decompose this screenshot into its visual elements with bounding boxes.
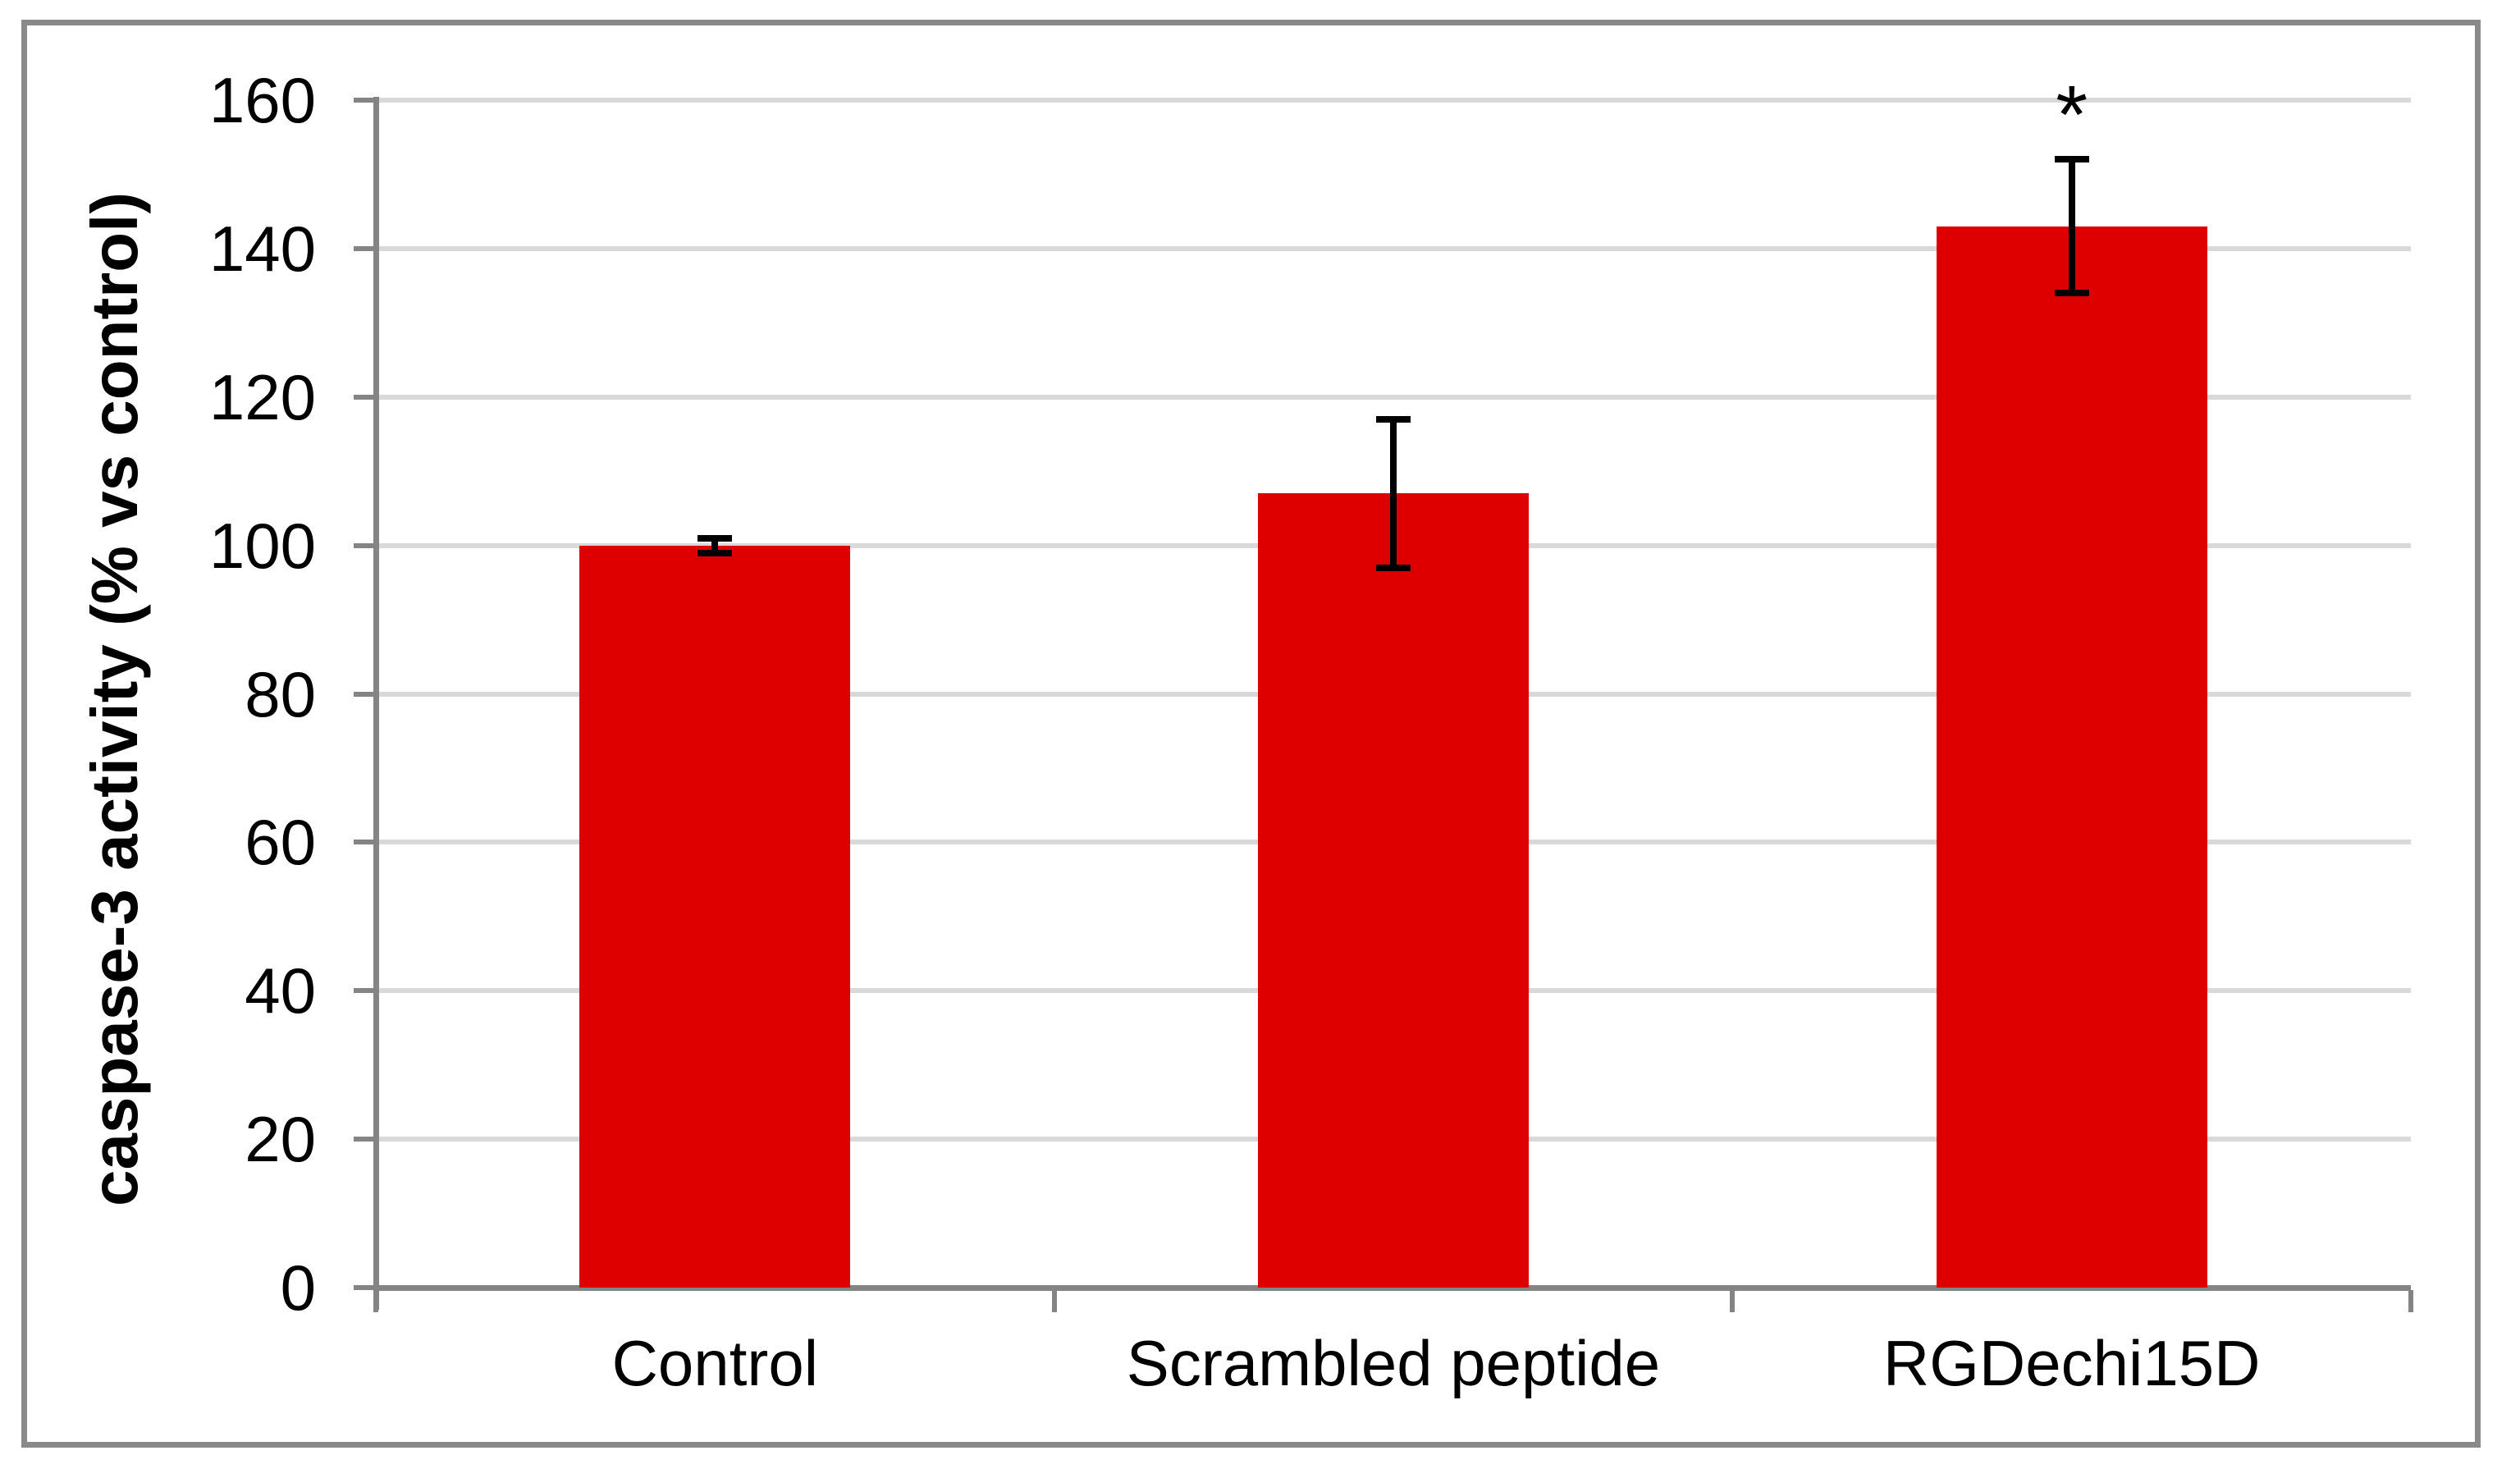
y-tick-40 bbox=[354, 988, 376, 994]
gridline-160 bbox=[376, 98, 2411, 103]
significance-asterisk-2: * bbox=[2056, 69, 2088, 161]
y-tick-0 bbox=[354, 1285, 376, 1290]
error-cap-bottom-0 bbox=[697, 549, 733, 556]
x-category-label-2: RGDechi15D bbox=[1882, 1327, 2261, 1399]
error-cap-bottom-1 bbox=[1376, 564, 1411, 571]
y-tick-160 bbox=[354, 98, 376, 103]
error-cap-top-1 bbox=[1376, 415, 1411, 423]
x-axis-line bbox=[376, 1285, 2411, 1291]
y-tick-20 bbox=[354, 1137, 376, 1142]
y-tick-80 bbox=[354, 691, 376, 697]
gridline-120 bbox=[376, 394, 2411, 400]
y-tick-label-140: 140 bbox=[208, 212, 316, 285]
y-tick-label-0: 0 bbox=[280, 1251, 316, 1324]
y-tick-label-80: 80 bbox=[245, 657, 316, 730]
y-tick-label-60: 60 bbox=[245, 806, 316, 879]
bar-scrambled-peptide bbox=[1258, 493, 1529, 1288]
x-category-label-1: Scrambled peptide bbox=[1126, 1327, 1661, 1399]
y-tick-140 bbox=[354, 245, 376, 251]
y-tick-label-120: 120 bbox=[208, 360, 316, 433]
bar-control bbox=[579, 545, 851, 1288]
error-whisker-0 bbox=[711, 538, 719, 553]
error-cap-top-2 bbox=[2054, 156, 2089, 163]
y-tick-100 bbox=[354, 542, 376, 548]
y-axis-line bbox=[373, 97, 379, 1310]
y-tick-label-100: 100 bbox=[208, 509, 316, 582]
bar-rgdechi15d bbox=[1936, 226, 2207, 1288]
y-tick-label-160: 160 bbox=[208, 64, 316, 136]
error-whisker-1 bbox=[1390, 419, 1397, 568]
x-tick-2 bbox=[1730, 1290, 1736, 1312]
error-cap-bottom-2 bbox=[2054, 290, 2089, 297]
x-category-label-0: Control bbox=[611, 1327, 819, 1399]
y-tick-120 bbox=[354, 394, 376, 400]
x-tick-1 bbox=[1051, 1290, 1057, 1312]
y-tick-label-40: 40 bbox=[245, 954, 316, 1027]
gridline-140 bbox=[376, 245, 2411, 251]
x-tick-3 bbox=[2408, 1290, 2413, 1312]
y-tick-60 bbox=[354, 840, 376, 845]
error-whisker-2 bbox=[2068, 159, 2075, 294]
error-cap-top-0 bbox=[697, 534, 733, 542]
y-tick-label-20: 20 bbox=[245, 1103, 316, 1176]
x-tick-0 bbox=[373, 1290, 378, 1312]
